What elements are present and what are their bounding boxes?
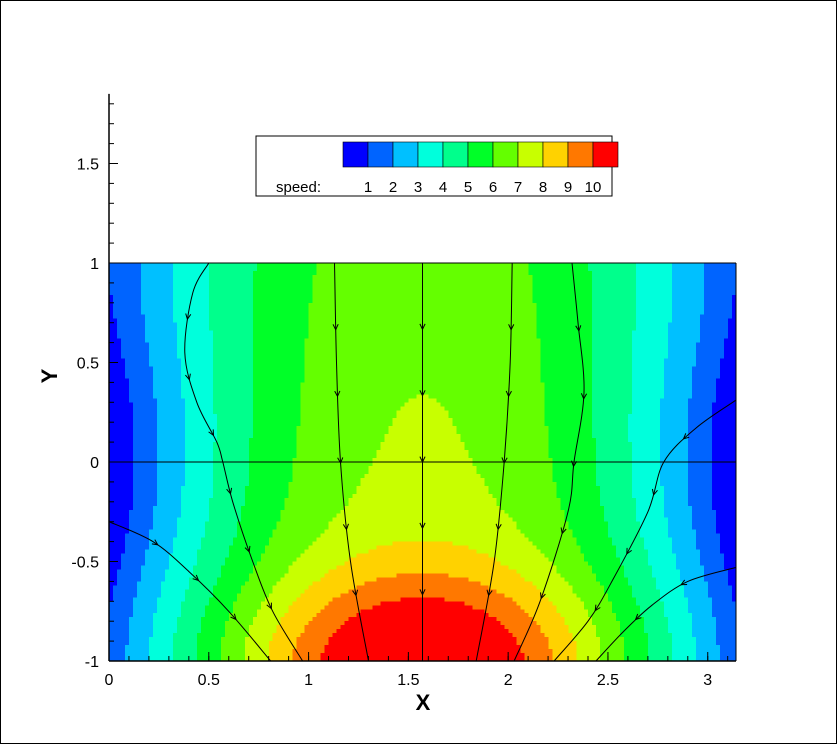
legend-swatch [418,142,443,167]
y-tick-label: 1.5 [77,157,99,174]
legend-swatch [543,142,568,167]
legend-swatch [493,142,518,167]
y-tick-label: 0 [90,455,99,472]
legend-level-label: 9 [564,179,572,196]
x-tick-label: 2.5 [597,672,619,689]
x-tick-label: 0 [105,672,114,689]
x-tick-label: 1 [304,672,313,689]
legend-swatch [368,142,393,167]
legend-swatch [518,142,543,167]
x-tick-label: 3 [703,672,712,689]
legend-level-label: 8 [539,179,547,196]
legend-swatch [393,142,418,167]
y-axis-title: Y [37,368,62,383]
x-tick-label: 1.5 [397,672,419,689]
legend-level-label: 5 [464,179,472,196]
y-tick-label: 0.5 [77,356,99,373]
legend-level-label: 7 [514,179,522,196]
legend-title: speed: [276,179,321,196]
legend-level-label: 3 [414,179,422,196]
legend-swatch [343,142,368,167]
legend-swatch [468,142,493,167]
y-tick-label: -0.5 [71,555,99,572]
legend-swatch [568,142,593,167]
legend-level-label: 6 [489,179,497,196]
legend-level-label: 10 [585,179,602,196]
x-axis-title: X [416,690,431,715]
legend-level-label: 4 [439,179,447,196]
y-tick-label: 1 [90,256,99,273]
legend-swatch [593,142,618,167]
x-tick-label: 2 [504,672,513,689]
legend: speed: 1 2 3 4 5 6 7 8 9 10 [256,136,618,196]
legend-level-label: 1 [364,179,372,196]
legend-swatch [443,142,468,167]
legend-level-label: 2 [389,179,397,196]
y-tick-label: -1 [85,654,99,671]
x-tick-label: 0.5 [198,672,220,689]
